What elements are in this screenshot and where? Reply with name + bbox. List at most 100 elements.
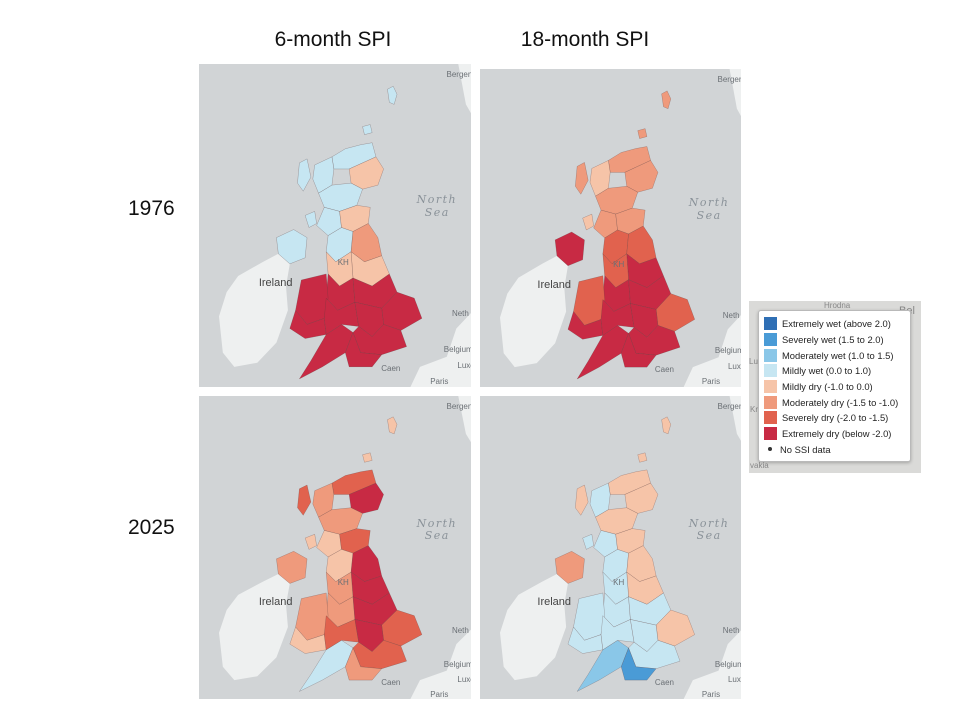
region-orkney: [637, 452, 648, 463]
region-south_coast: [345, 331, 383, 368]
legend-item-no-data: No SSI data: [764, 442, 905, 458]
region-south_coast: [621, 647, 657, 681]
caen-label: Caen: [381, 677, 401, 687]
legend-label: No SSI data: [780, 443, 831, 455]
kh-label: KH: [613, 577, 625, 587]
region-orkney: [362, 452, 373, 463]
legend-label: Severely dry (-2.0 to -1.5): [782, 412, 889, 424]
region-n_ireland: [554, 231, 585, 266]
luxe-label: Luxe: [457, 361, 471, 371]
ireland-landmass: [500, 574, 568, 681]
region-islay: [304, 533, 317, 550]
column-header-6-month: 6-month SPI: [274, 28, 392, 51]
map-svg: [219, 64, 471, 387]
sea-label-north: North: [416, 517, 458, 531]
region-orkney: [637, 128, 648, 139]
map-svg: [500, 69, 741, 387]
sea-label-sea: Sea: [424, 206, 450, 220]
map-svg: [500, 396, 741, 699]
paris-label: Paris: [701, 689, 721, 699]
neth-label: Neth: [451, 309, 469, 319]
neth-label: Neth: [722, 626, 740, 636]
region-sw_england: [298, 640, 354, 692]
region-south_coast: [345, 647, 383, 681]
bergen-label: Bergen: [446, 402, 471, 412]
ireland-label: Ireland: [537, 595, 572, 608]
ireland-landmass: [219, 574, 290, 681]
region-n_ireland: [554, 551, 585, 584]
legend-label: Mildly wet (0.0 to 1.0): [782, 365, 872, 377]
bergen-label: Bergen: [717, 75, 742, 85]
map-svg: [219, 396, 471, 699]
region-orkney: [362, 124, 373, 135]
luxe-label: Luxe: [727, 361, 741, 371]
background-label-kra: Kra: [750, 405, 763, 414]
norway-landmass: [458, 64, 471, 114]
row-label-2025: 2025: [128, 516, 175, 539]
legend-label: Mildly dry (-1.0 to 0.0): [782, 381, 873, 393]
legend-label: Moderately wet (1.0 to 1.5): [782, 349, 894, 361]
norway-landmass: [729, 69, 741, 117]
sea-label-north: North: [688, 517, 730, 531]
bergen-label: Bergen: [717, 402, 742, 412]
norway-landmass: [458, 396, 471, 443]
europe-landmass: [410, 313, 471, 387]
region-n_ireland: [276, 229, 308, 265]
luxe-label: Luxe: [727, 674, 741, 684]
sea-label-north: North: [688, 196, 730, 210]
legend-swatch: [764, 380, 777, 394]
no-data-dot-icon: [768, 447, 772, 452]
legend-item: Extremely wet (above 2.0): [764, 316, 905, 332]
legend-label: Moderately dry (-1.5 to -1.0): [782, 396, 899, 408]
region-sw_england: [298, 324, 354, 380]
caen-label: Caen: [654, 677, 674, 687]
belgium-label: Belgium: [714, 345, 741, 355]
ireland-landmass: [500, 255, 568, 368]
neth-label: Neth: [722, 310, 740, 320]
paris-label: Paris: [701, 377, 721, 387]
legend-label: Extremely wet (above 2.0): [782, 318, 891, 330]
region-shetland: [387, 85, 398, 105]
europe-landmass: [683, 630, 741, 699]
sea-label-sea: Sea: [696, 529, 722, 543]
legend-item: Mildly wet (0.0 to 1.0): [764, 363, 905, 379]
sea-label-north: North: [416, 193, 458, 207]
column-header-18-month: 18-month SPI: [520, 28, 650, 51]
background-label-vakia: vakia: [750, 461, 769, 470]
legend-label: Severely wet (1.5 to 2.0): [782, 334, 884, 346]
luxe-label: Luxe: [457, 674, 471, 684]
europe-landmass: [683, 315, 741, 387]
legend-label: Extremely dry (below -2.0): [782, 428, 892, 440]
norway-landmass: [729, 396, 741, 441]
belgium-label: Belgium: [714, 659, 741, 669]
belgium-label: Belgium: [443, 345, 471, 354]
legend-item: Moderately wet (1.0 to 1.5): [764, 347, 905, 363]
sea-label-sea: Sea: [696, 208, 722, 222]
region-central_s: [600, 615, 635, 651]
region-hebrides: [297, 158, 312, 192]
region-hebrides: [575, 162, 589, 195]
caen-label: Caen: [381, 364, 401, 374]
legend-item: Severely dry (-2.0 to -1.5): [764, 410, 905, 426]
legend-item: Severely wet (1.5 to 2.0): [764, 332, 905, 348]
legend-swatch: [764, 317, 777, 331]
legend-swatch: [764, 348, 777, 362]
europe-landmass: [410, 629, 471, 699]
kh-label: KH: [337, 577, 349, 587]
legend-swatch: [764, 411, 777, 425]
background-label-hrodna: Hrodna: [824, 301, 851, 310]
legend-item: Mildly dry (-1.0 to 0.0): [764, 379, 905, 395]
belgium-label: Belgium: [443, 659, 471, 669]
background-label-luxe: Luxe: [749, 357, 766, 366]
region-hebrides: [297, 484, 312, 516]
sea-label-sea: Sea: [424, 529, 450, 543]
region-south_coast: [621, 332, 657, 368]
region-sw_england: [576, 640, 629, 692]
ireland-landmass: [219, 253, 290, 367]
region-shetland: [661, 416, 672, 435]
legend-swatch: [764, 395, 777, 409]
region-central_s: [324, 615, 359, 651]
legend-item: Moderately dry (-1.5 to -1.0): [764, 394, 905, 410]
